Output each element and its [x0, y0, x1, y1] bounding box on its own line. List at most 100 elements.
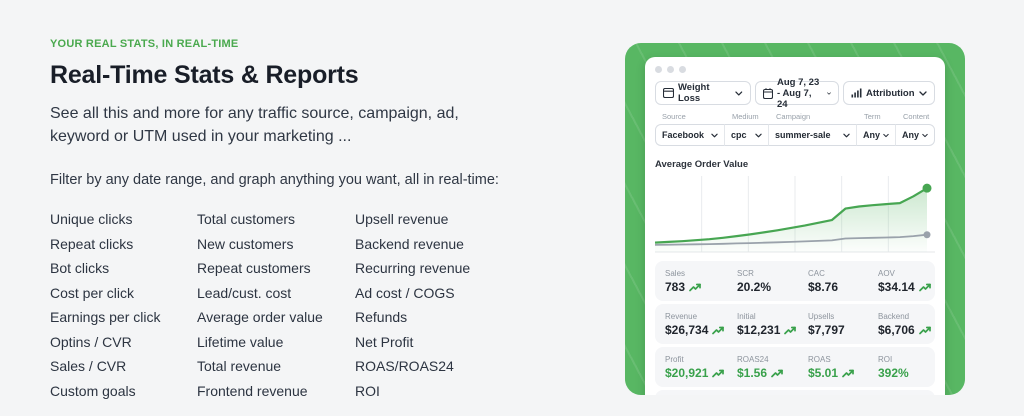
attribution-dropdown[interactable]: Attribution	[843, 81, 935, 105]
chevron-down-icon	[827, 91, 831, 95]
stat-item: Sales / CVR	[50, 358, 127, 375]
metric-tile: SCR 20.2%	[737, 269, 808, 294]
chevron-down-icon	[755, 133, 762, 137]
metric-band: Revenue $26,734 Initial $12,231 Upsells …	[655, 304, 935, 344]
metric-band-partial	[655, 390, 935, 395]
stat-item: Bot clicks	[50, 260, 110, 277]
aov-chart-svg	[654, 176, 935, 253]
utm-source-label: Source	[662, 112, 686, 121]
utm-term-column: Term Any	[857, 112, 896, 146]
stat-item: ROAS/ROAS24	[355, 358, 454, 375]
metric-value: $5.01	[808, 365, 839, 380]
metric-value: 392%	[878, 365, 909, 380]
metric-tile: Sales 783	[665, 269, 737, 294]
metric-band: Profit $20,921 ROAS24 $1.56 ROAS $5.01 R…	[655, 347, 935, 387]
metric-label: CAC	[808, 268, 825, 278]
utm-medium-label: Medium	[732, 112, 759, 121]
metric-tile: Upsells $7,797	[808, 312, 878, 337]
metric-tile: Profit $20,921	[665, 355, 737, 380]
trend-up-icon	[771, 369, 783, 377]
date-range-dropdown[interactable]: Aug 7, 23 - Aug 7, 24	[755, 77, 839, 110]
stats-mockup-card: Weight Loss Aug 7, 23 - Aug 7, 24 Attrib…	[625, 43, 965, 395]
window-icon	[663, 88, 674, 98]
stats-list: Unique clicks Total customers Upsell rev…	[50, 211, 595, 400]
stat-item: Refunds	[355, 309, 408, 326]
stat-item: Ad cost / COGS	[355, 284, 455, 301]
trend-up-icon	[842, 369, 854, 377]
project-dropdown[interactable]: Weight Loss	[655, 81, 751, 105]
metric-value: $34.14	[878, 279, 915, 294]
browser-window: Weight Loss Aug 7, 23 - Aug 7, 24 Attrib…	[645, 57, 945, 395]
window-dot-icon	[655, 66, 662, 73]
date-range-label: Aug 7, 23 - Aug 7, 24	[777, 76, 820, 110]
utm-source-dropdown[interactable]: Facebook	[655, 124, 725, 146]
utm-term-label: Term	[864, 112, 881, 121]
stat-item: Net Profit	[355, 333, 414, 350]
stat-item: Backend revenue	[355, 235, 464, 252]
section-subtitle: See all this and more for any traffic so…	[50, 105, 459, 145]
attribution-label: Attribution	[866, 87, 915, 99]
metric-tile: AOV $34.14	[878, 269, 935, 294]
utm-medium-column: Medium cpc	[725, 112, 769, 146]
stat-item: Repeat customers	[197, 260, 311, 277]
metric-tile: Initial $12,231	[737, 312, 808, 337]
utm-source-column: Source Facebook	[655, 112, 725, 146]
utm-term-dropdown[interactable]: Any	[857, 124, 896, 146]
stat-item: Average order value	[197, 309, 323, 326]
metric-value: $20,921	[665, 365, 709, 380]
utm-medium-dropdown[interactable]: cpc	[725, 124, 769, 146]
window-dot-icon	[679, 66, 686, 73]
metric-label: Revenue	[665, 311, 698, 321]
trend-up-icon	[689, 283, 701, 291]
chevron-down-icon	[735, 90, 743, 96]
metric-value: $1.56	[737, 365, 768, 380]
metric-label: SCR	[737, 268, 754, 278]
project-dropdown-label: Weight Loss	[678, 82, 710, 104]
stat-item: Earnings per click	[50, 309, 161, 326]
metric-value: $6,706	[878, 322, 915, 337]
metric-tile: Backend $6,706	[878, 312, 935, 337]
metric-tile: CAC $8.76	[808, 269, 878, 294]
utm-campaign-label: Campaign	[776, 112, 811, 121]
stat-item: ROI	[355, 382, 380, 399]
page-title: Real-Time Stats & Reports	[50, 61, 359, 89]
chevron-down-icon	[919, 90, 927, 96]
utm-campaign-dropdown[interactable]: summer-sale	[769, 124, 857, 146]
utm-term-value: Any	[863, 130, 881, 140]
metric-band: Sales 783 SCR 20.2% CAC $8.76 AOV $34.14	[655, 261, 935, 301]
utm-content-label: Content	[903, 112, 930, 121]
metric-label: Profit	[665, 354, 684, 364]
metric-label: ROAS	[808, 354, 831, 364]
trend-up-icon	[712, 369, 725, 377]
stat-item: Custom goals	[50, 382, 136, 399]
trend-up-icon	[918, 283, 931, 291]
utm-medium-value: cpc	[731, 130, 747, 140]
utm-filter-row: Source Facebook Medium cpc Campaign summ…	[655, 112, 935, 146]
utm-source-value: Facebook	[662, 130, 705, 140]
trend-up-icon	[712, 326, 725, 334]
window-dot-icon	[667, 66, 674, 73]
intro-section: YOUR REAL STATS, IN REAL-TIME Real-Time …	[50, 38, 595, 400]
chevron-down-icon	[711, 133, 718, 137]
chart-title: Average Order Value	[655, 159, 749, 170]
metric-value: $12,231	[737, 322, 781, 337]
metric-tile: ROAS $5.01	[808, 355, 878, 380]
metric-bands: Sales 783 SCR 20.2% CAC $8.76 AOV $34.14	[655, 261, 935, 395]
metric-label: AOV	[878, 268, 895, 278]
stat-item: Unique clicks	[50, 211, 133, 228]
metric-label: ROI	[878, 354, 893, 364]
stat-item: Frontend revenue	[197, 382, 308, 399]
eyebrow-label: YOUR REAL STATS, IN REAL-TIME	[50, 38, 239, 50]
traffic-light-dots	[655, 57, 935, 73]
stat-item: Repeat clicks	[50, 235, 134, 252]
stat-item: Total revenue	[197, 358, 282, 375]
metric-value: 783	[665, 279, 686, 294]
stat-item: Lead/cust. cost	[197, 284, 292, 301]
utm-content-dropdown[interactable]: Any	[896, 124, 935, 146]
utm-content-column: Content Any	[896, 112, 935, 146]
trend-up-icon	[784, 326, 797, 334]
calendar-icon	[763, 87, 773, 99]
metric-label: ROAS24	[737, 354, 769, 364]
stat-item: Optins / CVR	[50, 333, 132, 350]
metric-tile: ROAS24 $1.56	[737, 355, 808, 380]
